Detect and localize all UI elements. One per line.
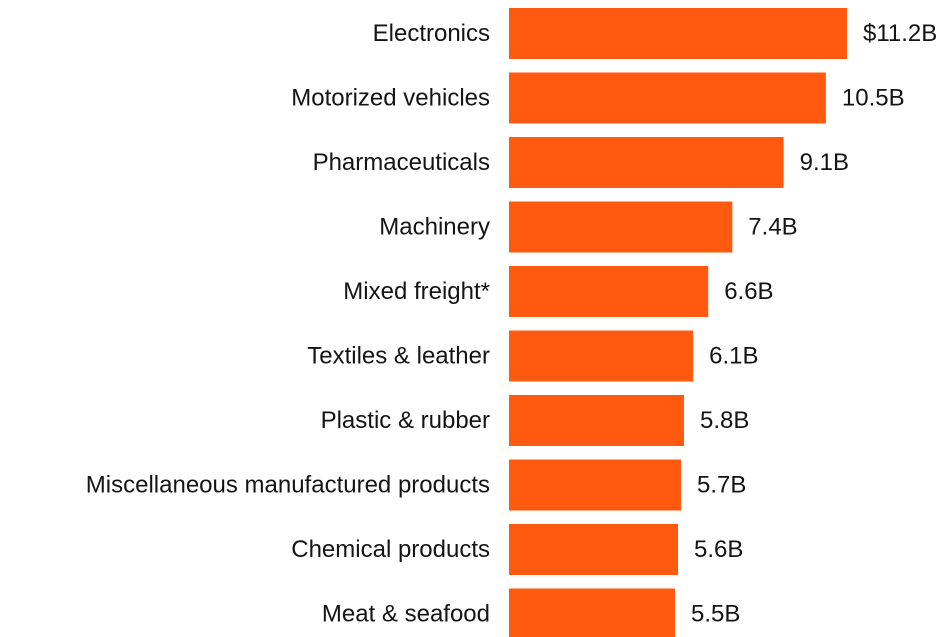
- bar: [509, 72, 826, 124]
- category-label: Plastic & rubber: [321, 407, 490, 434]
- value-label: 5.5B: [691, 601, 740, 628]
- bar: [509, 395, 684, 446]
- bar: [509, 330, 694, 382]
- category-label: Textiles & leather: [307, 343, 490, 370]
- category-label: Meat & seafood: [322, 601, 490, 628]
- value-labels: $11.2B 10.5B 9.1B 7.4B 6.6B 6.1B 5.8B 5.7B 5.6B 5…: [691, 20, 937, 628]
- value-label: 9.1B: [800, 149, 849, 176]
- category-label: Electronics: [373, 20, 490, 47]
- bar: [509, 459, 681, 511]
- category-labels: Electronics Motorized vehicles Pharmaceuti…: [86, 20, 490, 628]
- category-label: Miscellaneous manufactured products: [86, 472, 490, 499]
- category-label: Chemical products: [291, 536, 490, 563]
- value-label: 5.6B: [694, 536, 743, 563]
- value-label: 7.4B: [748, 214, 797, 241]
- category-label: Machinery: [379, 214, 490, 241]
- bar: [509, 201, 733, 253]
- bar: [509, 137, 784, 188]
- category-label: Mixed freight*: [343, 278, 490, 305]
- value-label: $11.2B: [863, 20, 937, 47]
- value-label: 6.1B: [709, 343, 758, 370]
- bar: [509, 588, 675, 637]
- category-label: Pharmaceuticals: [313, 149, 490, 176]
- value-label: 10.5B: [842, 85, 905, 112]
- value-label: 5.8B: [700, 407, 749, 434]
- bar: [509, 524, 678, 575]
- value-label: 6.6B: [724, 278, 773, 305]
- bar: [509, 266, 709, 317]
- bar: [509, 8, 847, 59]
- category-label: Motorized vehicles: [291, 85, 490, 112]
- value-label: 5.7B: [697, 472, 746, 499]
- bars-group: [509, 8, 847, 637]
